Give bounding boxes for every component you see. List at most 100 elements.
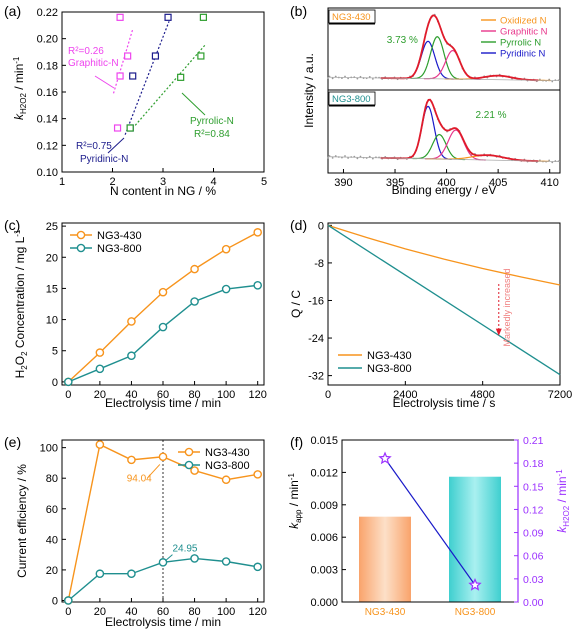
panel-f-y-tick-label: 0.006: [310, 532, 338, 544]
raw-data-point: [551, 161, 554, 164]
panel-c-y-tick-label: 5: [52, 346, 58, 358]
raw-data-point: [344, 75, 346, 78]
panel-e-y-tick-label: 100: [40, 443, 58, 455]
data-point-NG3-800: [95, 364, 105, 374]
label-arrow-94: [146, 464, 161, 479]
fit-peak-Pyridinic N: [403, 105, 452, 160]
panel-a-xlabel: N content in NG / %: [110, 184, 216, 198]
label-94-04: 94.04: [127, 473, 152, 484]
panel-label: (f): [290, 434, 303, 450]
panel-a-y-tick-label: 0.14: [37, 114, 58, 126]
panel-c-x-tick-label: 20: [94, 389, 106, 401]
panel-c-y-tick-label: 20: [46, 252, 58, 264]
fit-line-Pyridinic-N: [124, 21, 170, 135]
data-point-NG3-800: [158, 558, 168, 567]
panel-e-x-tick-label: 100: [217, 606, 235, 618]
panel-f-y2label-part: / min: [555, 476, 569, 505]
panel-c-y-tick-label: 15: [46, 283, 58, 295]
point-Pyridinic-N: [164, 13, 172, 21]
panel-f-y2-tick-label: 0.18: [523, 458, 544, 470]
data-point-NG3-800: [95, 569, 105, 579]
raw-data-point: [359, 155, 362, 158]
panel-c-y-tick-label: 0: [52, 377, 58, 389]
panel-d-y-tick-label: 0: [318, 220, 324, 232]
panel-a-x-tick-label: 3: [160, 176, 166, 188]
panel-a-ylabel-part: k: [12, 113, 26, 120]
panel-a-y-tick-label: 0.20: [37, 34, 58, 46]
raw-data-point: [359, 75, 362, 78]
panel-c-x-tick-label: 0: [65, 389, 71, 401]
panel-label: (b): [290, 3, 307, 19]
point-Graphitic-N: [124, 52, 132, 60]
panel-c-x-tick-label: 100: [217, 389, 235, 401]
panel-f-ylabel-part: app: [294, 509, 303, 523]
raw-data-point: [368, 76, 371, 78]
panel-a-x-tick-label: 1: [59, 176, 65, 188]
panel-f-y2label-part: k: [555, 526, 569, 533]
increase-arrowhead: [495, 328, 502, 336]
arrow-pyridinic: [107, 137, 125, 154]
raw-data-point: [548, 159, 551, 162]
raw-data-point: [356, 157, 359, 160]
data-point-NG3-430: [127, 455, 136, 465]
panel-e-x-tick-label: 0: [65, 606, 71, 618]
panel-a-x-tick-label: 4: [210, 176, 216, 188]
panel-b-ylabel: Intensity / a.u.: [302, 53, 316, 128]
legend-label: Pyridinic N: [500, 49, 546, 60]
panel-e-y-tick-label: 20: [46, 565, 58, 577]
legend-label: Pyrrolic N: [500, 38, 541, 49]
arrow-pyrrolic: [181, 92, 206, 116]
point-Pyridinic-N: [129, 72, 137, 80]
data-point-NG3-430: [190, 264, 199, 274]
data-point-NG3-800: [190, 554, 199, 563]
panel-c-ylabel-part: H: [13, 370, 27, 379]
panel-d-x-tick-label: 7200: [548, 389, 572, 401]
panel-d-xlabel: Electrolysis time / s: [393, 396, 496, 410]
data-point-NG3-430: [95, 440, 105, 449]
panel-c-ylabel-part: -1: [13, 229, 22, 237]
panel-a-y-tick-label: 0.18: [37, 60, 58, 72]
legend-label: NG3-430: [367, 350, 412, 362]
raw-data-point: [368, 155, 371, 158]
raw-data-point: [371, 157, 374, 160]
panel-c-ylabel-part: 2: [20, 365, 29, 370]
panel-c-ylabel-part: Concentration / mg L: [13, 236, 27, 351]
data-point-NG3-800: [127, 351, 136, 361]
baseline: [327, 76, 561, 82]
panel-f-y2-tick-label: 0.21: [523, 435, 544, 447]
panel-d-ylabel: Q / C: [289, 290, 303, 318]
data-point-NG3-430: [158, 287, 168, 297]
panel-f-y-tick-label: 0.003: [310, 565, 338, 577]
panel-f-ylabel-part: -1: [287, 473, 296, 481]
raw-data-point: [327, 156, 329, 159]
panel-c-ylabel: H2O2 Concentration / mg L-1: [13, 229, 29, 378]
panel-label: (e): [4, 434, 21, 450]
data-point-NG3-430: [253, 470, 262, 479]
panel-b-x-tick-label: 405: [489, 177, 507, 189]
panel-c-y-tick-label: 25: [46, 221, 58, 233]
panel-a-y-tick-label: 0.10: [37, 167, 58, 179]
baseline: [327, 156, 561, 162]
panel-b-x-tick-label: 410: [541, 177, 559, 189]
panel-f-ylabel-part: / min: [287, 480, 301, 509]
point-Pyridinic-N: [151, 52, 160, 60]
label-24-95: 24.95: [172, 544, 197, 555]
panel-f-y2label-part: -1: [555, 469, 564, 477]
star-marker: [378, 451, 392, 465]
panel-d-y-tick-label: -16: [308, 295, 324, 307]
raw-data-point: [347, 157, 350, 159]
panel-c-xlabel: Electrolysis time / min: [105, 396, 221, 410]
point-Graphitic-N: [113, 124, 122, 132]
legend-label: NG3-800: [367, 363, 412, 375]
category-label: NG3-430: [365, 607, 406, 618]
panel-a-x-tick-label: 2: [109, 176, 115, 188]
data-point-NG3-800: [158, 322, 168, 332]
panel-label: (c): [4, 217, 20, 233]
data-point-NG3-430: [221, 244, 231, 254]
legend-label: Graphitic N: [500, 27, 548, 38]
annotation-r2-graphitic: R²=0.26: [68, 46, 104, 57]
panel-f-y-tick-label: 0.015: [310, 435, 338, 447]
sample-label: NG3-430: [332, 12, 371, 23]
point-Pyrrolic-N: [177, 73, 185, 81]
increase-annotation: Markedly increased: [502, 268, 512, 346]
